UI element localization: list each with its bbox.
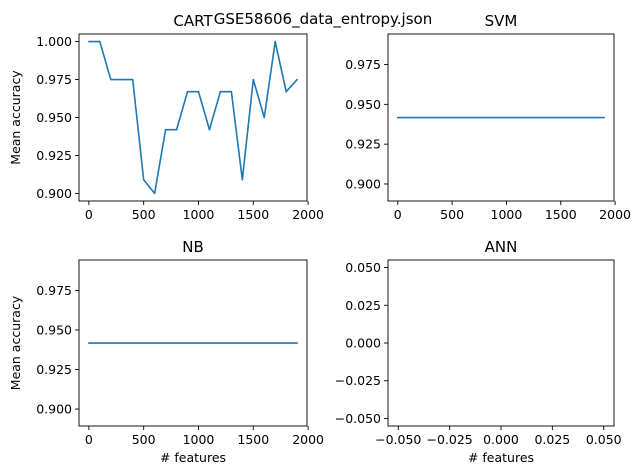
y-tick-label: 0.975	[36, 72, 72, 87]
plot-frame	[387, 33, 615, 202]
data-point	[197, 90, 200, 93]
y-tick-label: −0.050	[335, 411, 381, 426]
x-tick-label: 0.000	[483, 432, 519, 447]
data-point	[142, 178, 145, 181]
x-tick-label: 500	[132, 207, 156, 222]
data-point	[274, 40, 277, 43]
x-tick-label: 1000	[183, 432, 215, 447]
x-axis-label: # features	[160, 450, 226, 465]
subplot-nb: 0 500 1000 1500 2000 0.900 0.925 0.950 0.975 NB # …	[8, 238, 324, 465]
figure-suptitle: GSE58606_data_entropy.json	[214, 10, 432, 29]
subplot-cart: 0 500 1000 1500 2000 0.900 0.925 0.950 0.975 1.00…	[8, 12, 324, 222]
x-tick-label: 0	[85, 207, 93, 222]
x-tick-label: 0	[394, 207, 402, 222]
subplot-grid: 0 500 1000 1500 2000 0.900 0.925 0.950 0.975 1.00…	[8, 12, 631, 465]
y-axis-label: Mean accuracy	[8, 295, 23, 390]
data-point	[219, 90, 222, 93]
data-point	[120, 78, 123, 81]
y-tick-label: 0.950	[36, 110, 72, 125]
y-tick-label: 0.950	[345, 97, 381, 112]
x-tick-label: 2000	[292, 207, 324, 222]
y-tick-label: 0.950	[36, 322, 72, 337]
subplot-title: ANN	[485, 238, 518, 256]
x-tick-label: 2000	[599, 207, 631, 222]
x-tick-label: 2000	[292, 432, 324, 447]
y-tick-label: 0.900	[36, 402, 72, 417]
x-tick-label: 0	[85, 432, 93, 447]
x-tick-label: −0.050	[375, 432, 421, 447]
x-tick-label: 0.025	[534, 432, 570, 447]
y-tick-label: 0.975	[345, 57, 381, 72]
x-axis-label: # features	[468, 450, 534, 465]
data-point	[88, 40, 90, 43]
y-tick-label: 0.900	[345, 176, 381, 191]
data-point	[88, 342, 90, 344]
data-point	[263, 116, 266, 119]
data-point	[131, 78, 134, 81]
x-tick-label: 0.050	[586, 432, 622, 447]
data-point	[208, 128, 211, 131]
y-tick-label: 1.000	[36, 34, 72, 49]
data-point	[230, 90, 233, 93]
y-tick-label: 0.000	[345, 336, 381, 351]
x-tick-label: 1500	[545, 207, 577, 222]
data-point	[296, 342, 298, 344]
subplot-title: NB	[182, 238, 204, 256]
series-line	[88, 40, 298, 195]
data-point	[164, 128, 167, 131]
x-tick-label: 500	[132, 432, 156, 447]
data-point	[252, 78, 255, 81]
data-point	[175, 128, 178, 131]
x-tick-label: 1500	[237, 207, 269, 222]
data-point	[99, 40, 101, 43]
subplot-ann: −0.050 −0.025 0.000 0.025 0.050 −0.050 −0.025 0…	[335, 238, 622, 465]
x-tick-label: 500	[440, 207, 464, 222]
y-tick-label: 0.025	[345, 298, 381, 313]
y-tick-label: 0.925	[36, 362, 72, 377]
data-point	[296, 78, 298, 81]
data-point	[285, 90, 287, 93]
subplot-svm: 0 500 1000 1500 2000 0.900 0.925 0.950 0.975 SVM	[345, 12, 631, 222]
data-point	[109, 78, 112, 81]
data-point	[186, 90, 189, 93]
data-point	[603, 116, 606, 119]
plot-frame	[78, 259, 308, 427]
x-tick-label: 1500	[237, 432, 269, 447]
data-point	[396, 116, 399, 119]
y-tick-label: 0.900	[36, 186, 72, 201]
y-tick-label: 0.975	[36, 283, 72, 298]
x-tick-label: 1000	[183, 207, 215, 222]
y-tick-label: 0.925	[36, 148, 72, 163]
data-point	[153, 192, 156, 195]
x-tick-label: 1000	[491, 207, 523, 222]
subplot-title: CART	[173, 12, 213, 30]
subplot-title: SVM	[485, 12, 518, 30]
x-tick-label: −0.025	[427, 432, 473, 447]
y-tick-label: −0.025	[335, 373, 381, 388]
y-axis-label: Mean accuracy	[8, 70, 23, 165]
y-tick-label: 0.925	[345, 137, 381, 152]
y-tick-label: 0.050	[345, 260, 381, 275]
data-point	[241, 178, 244, 181]
